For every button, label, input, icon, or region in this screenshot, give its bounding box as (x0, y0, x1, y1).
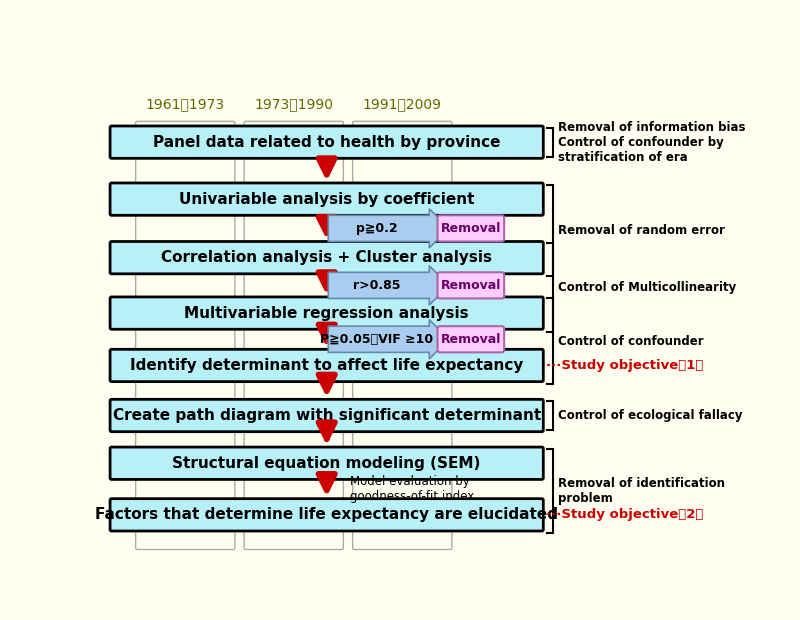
Text: Create path diagram with significant determinant: Create path diagram with significant det… (113, 408, 541, 423)
Text: r>0.85: r>0.85 (353, 279, 400, 292)
FancyBboxPatch shape (438, 326, 504, 352)
Text: Factors that determine life expectancy are elucidated: Factors that determine life expectancy a… (95, 507, 558, 522)
FancyBboxPatch shape (110, 242, 543, 274)
Text: Control of ecological fallacy: Control of ecological fallacy (558, 409, 742, 422)
FancyBboxPatch shape (110, 297, 543, 329)
FancyBboxPatch shape (110, 399, 543, 432)
Text: Removal: Removal (441, 333, 501, 346)
Text: ···Study objective（1）: ···Study objective（1） (546, 359, 703, 372)
Text: Correlation analysis + Cluster analysis: Correlation analysis + Cluster analysis (161, 250, 492, 265)
Text: Control of Multicollinearity: Control of Multicollinearity (558, 281, 736, 294)
Text: Removal: Removal (441, 222, 501, 235)
FancyBboxPatch shape (110, 349, 543, 382)
FancyBboxPatch shape (438, 272, 504, 298)
Text: Removal of identification
problem: Removal of identification problem (558, 477, 725, 505)
Text: Removal of random error: Removal of random error (558, 224, 725, 237)
FancyBboxPatch shape (353, 122, 452, 549)
FancyBboxPatch shape (328, 320, 449, 359)
FancyBboxPatch shape (328, 266, 449, 305)
Text: 1991～2009: 1991～2009 (362, 97, 442, 112)
FancyBboxPatch shape (110, 183, 543, 215)
FancyBboxPatch shape (244, 122, 343, 549)
Text: p≧0.2: p≧0.2 (356, 222, 398, 235)
Text: 1961～1973: 1961～1973 (146, 97, 225, 112)
Text: Identify determinant to affect life expectancy: Identify determinant to affect life expe… (130, 358, 523, 373)
Text: Removal: Removal (441, 279, 501, 292)
Text: Univariable analysis by coefficient: Univariable analysis by coefficient (179, 192, 474, 206)
Text: Model evaluation by
goodness-of-fit index: Model evaluation by goodness-of-fit inde… (350, 475, 474, 503)
FancyBboxPatch shape (110, 498, 543, 531)
Text: Removal of information bias
Control of confounder by
stratification of era: Removal of information bias Control of c… (558, 121, 746, 164)
Text: Control of confounder: Control of confounder (558, 335, 704, 348)
Text: P≧0.05、VIF ≥10: P≧0.05、VIF ≥10 (320, 333, 433, 346)
FancyBboxPatch shape (438, 215, 504, 242)
FancyBboxPatch shape (136, 122, 235, 549)
Text: 1973～1990: 1973～1990 (254, 97, 334, 112)
Text: Multivariable regression analysis: Multivariable regression analysis (184, 306, 469, 321)
FancyBboxPatch shape (328, 209, 449, 248)
Text: Panel data related to health by province: Panel data related to health by province (153, 135, 501, 149)
Text: Structural equation modeling (SEM): Structural equation modeling (SEM) (173, 456, 481, 471)
FancyBboxPatch shape (110, 447, 543, 479)
Text: ···Study objective（2）: ···Study objective（2） (546, 508, 703, 521)
FancyBboxPatch shape (110, 126, 543, 158)
